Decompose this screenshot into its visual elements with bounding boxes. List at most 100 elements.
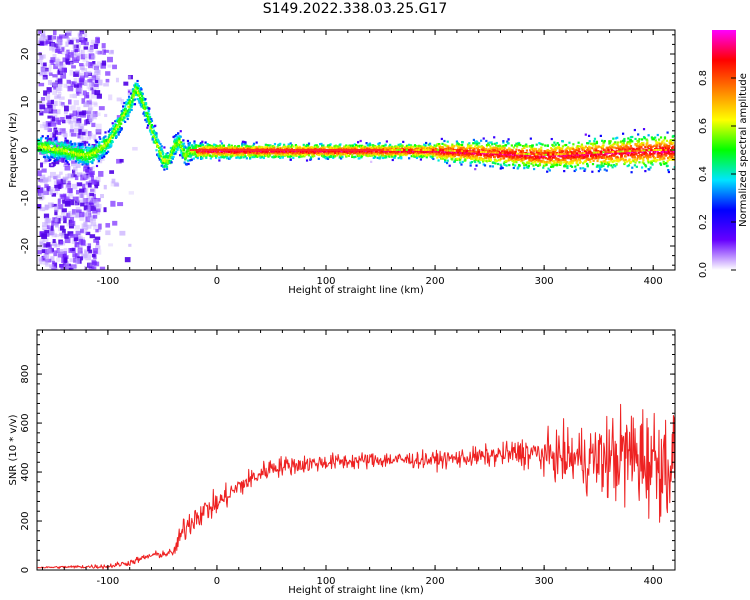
spectrogram-cell [533, 148, 536, 151]
spectrogram-cell [85, 155, 88, 158]
spectrogram-cell [87, 212, 92, 218]
spectrogram-cell [166, 152, 169, 155]
spectrogram-cell [88, 98, 93, 104]
spectrogram-cell [39, 139, 42, 143]
spectrogram-cell [154, 137, 157, 140]
spectrogram-cell [470, 160, 474, 164]
spectrogram-cell [65, 143, 68, 146]
spectrogram-cell [59, 61, 64, 66]
spectrogram-cell [60, 116, 65, 122]
spectrogram-cell [52, 30, 57, 35]
spectrogram-cell [91, 259, 97, 265]
spectrogram-cell [65, 150, 68, 153]
spectrogram-cell [489, 150, 492, 153]
spectrogram-cell [99, 144, 102, 147]
spectrogram-cell [435, 152, 438, 155]
spectrogram-cell [173, 145, 176, 149]
spectrogram-cell [122, 108, 125, 111]
spectrogram-cell [110, 127, 114, 130]
spectrogram-cell [145, 117, 148, 121]
spectrogram-cell [109, 128, 112, 131]
spectrogram-cell [139, 100, 142, 103]
spectrogram-cell [392, 152, 395, 155]
spectrogram-cell [399, 150, 402, 153]
spectrogram-cell [507, 142, 510, 145]
spectrogram-cell [468, 151, 471, 154]
spectrogram-cell [351, 155, 354, 159]
spectrogram-cell [65, 115, 72, 119]
spectrogram-cell [72, 265, 77, 270]
spectrogram-cell [51, 105, 56, 110]
spectrogram-cell [163, 161, 167, 165]
spectrogram-cell [81, 158, 84, 161]
spectrogram-cell [565, 156, 568, 159]
spectrogram-cell [47, 100, 53, 105]
spectrogram-cell [101, 150, 104, 154]
spectrogram-cell [78, 87, 83, 92]
spectrogram-cell [148, 115, 152, 119]
spectrogram-cell [144, 103, 148, 106]
spectrogram-cell [79, 135, 84, 140]
spectrogram-cell [126, 117, 129, 121]
spectrogram-cell [491, 165, 494, 168]
spectrogram-cell [121, 115, 124, 118]
spectrogram-cell [540, 149, 543, 153]
spectrogram-cell [442, 148, 445, 151]
spectrogram-cell [92, 111, 98, 117]
spectrogram-cell [38, 257, 43, 262]
spectrogram-cell [428, 151, 432, 154]
spectrogram-cell [417, 144, 421, 147]
spectrogram-cell [517, 166, 520, 169]
spectrogram-cell [230, 144, 233, 147]
spectrogram-cell [317, 157, 320, 160]
spectrogram-cell [514, 144, 517, 147]
spectrogram-cell [419, 155, 422, 158]
spectrogram-cell [74, 84, 79, 88]
spectrogram-cell [137, 87, 140, 90]
spectrogram-cell [173, 149, 176, 152]
spectrogram-cell [201, 150, 204, 153]
spectrogram-cell [264, 147, 267, 150]
spectrogram-cell [69, 141, 72, 144]
spectrogram-cell [397, 143, 400, 146]
spectrogram-cell [88, 46, 94, 52]
spectrogram-cell [480, 158, 483, 162]
spectrogram-cell [470, 156, 474, 159]
spectrogram-cell [56, 109, 61, 115]
spectrogram-cell [127, 90, 131, 93]
spectrogram-cell [43, 143, 46, 146]
spectrogram-cell [568, 148, 572, 151]
spectrogram-cell [550, 165, 553, 168]
spectrogram-cell [488, 141, 491, 144]
spectrogram-cell [82, 148, 86, 151]
spectrogram-cell [551, 151, 554, 155]
spectrogram-cell [510, 158, 513, 161]
spectrogram-cell [82, 160, 85, 164]
spectrogram-cell [567, 155, 570, 158]
spectrogram-cell [77, 132, 81, 139]
spectrogram-cell [481, 160, 485, 163]
spectrogram-cell [86, 100, 92, 105]
spectrogram-cell [51, 150, 54, 154]
spectrogram-cell [68, 155, 71, 159]
spectrogram-cell [220, 142, 224, 145]
spectrogram-cell [87, 246, 91, 252]
spectrogram-cell [377, 146, 380, 150]
spectrogram-cell [56, 142, 59, 145]
spectrogram-cell [83, 119, 88, 126]
spectrogram-cell [101, 156, 104, 159]
spectrogram-cell [58, 154, 61, 157]
spectrogram-cell [52, 151, 55, 154]
spectrogram-cell [228, 143, 231, 146]
spectrogram-cell [529, 149, 532, 152]
spectrogram-cell [282, 153, 285, 156]
spectrogram-cell [245, 157, 248, 160]
spectrogram-cell [219, 140, 222, 143]
spectrogram-cell [182, 142, 186, 145]
spectrogram-cell [111, 134, 114, 138]
spectrogram-cell [50, 266, 56, 270]
spectrogram-cell [98, 136, 101, 139]
spectrogram-cell [445, 156, 449, 159]
spectrogram-cell [152, 129, 156, 132]
spectrogram-cell [506, 150, 509, 153]
